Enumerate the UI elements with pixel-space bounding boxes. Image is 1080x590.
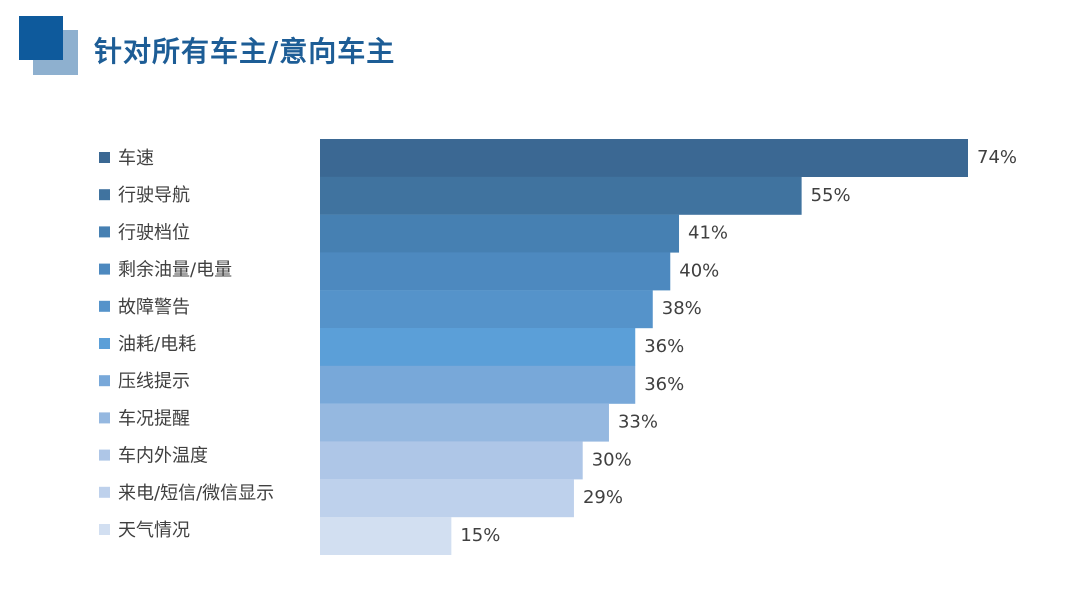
legend-label-4: 故障警告 bbox=[118, 297, 190, 318]
bar-10 bbox=[320, 517, 452, 555]
bar-value-label-7: 33% bbox=[618, 412, 658, 433]
legend-swatch-4 bbox=[99, 300, 110, 312]
legend-label-5: 油耗/电耗 bbox=[118, 334, 196, 355]
page-title: 针对所有车主/意向车主 bbox=[94, 35, 396, 68]
bar-value-label-4: 38% bbox=[662, 298, 702, 319]
legend-label-8: 车内外温度 bbox=[118, 446, 208, 467]
legend-label-10: 天气情况 bbox=[118, 520, 190, 541]
bar-value-label-6: 36% bbox=[644, 374, 684, 395]
bar-value-label-2: 41% bbox=[688, 223, 728, 244]
legend-swatch-1 bbox=[99, 189, 110, 201]
bar-1 bbox=[320, 176, 802, 215]
bar-2 bbox=[320, 214, 680, 253]
legend-swatch-9 bbox=[99, 486, 110, 498]
bar-value-label-5: 36% bbox=[644, 336, 684, 357]
bar-5 bbox=[320, 328, 636, 366]
legend-swatch-0 bbox=[99, 152, 110, 163]
legend-label-0: 车速 bbox=[118, 148, 154, 169]
legend-label-1: 行驶导航 bbox=[118, 185, 190, 206]
legend-label-7: 车况提醒 bbox=[118, 408, 190, 429]
bar-value-label-10: 15% bbox=[460, 525, 500, 546]
bar-4 bbox=[320, 290, 653, 329]
legend-swatch-8 bbox=[99, 449, 110, 461]
bar-value-label-9: 29% bbox=[583, 487, 623, 508]
bar-9 bbox=[320, 479, 574, 518]
bar-value-label-1: 55% bbox=[811, 185, 851, 206]
legend-swatch-3 bbox=[99, 263, 110, 275]
bar-8 bbox=[320, 441, 583, 480]
logo-square-front bbox=[19, 16, 63, 60]
bar-value-label-8: 30% bbox=[592, 449, 632, 470]
bar-3 bbox=[320, 252, 671, 291]
bar-0 bbox=[320, 139, 968, 177]
legend-swatch-7 bbox=[99, 412, 110, 424]
legend-label-3: 剩余油量/电量 bbox=[118, 260, 232, 281]
legend-label-9: 来电/短信/微信显示 bbox=[118, 483, 274, 504]
bar-value-label-3: 40% bbox=[679, 260, 719, 281]
legend-swatch-6 bbox=[99, 375, 110, 387]
bar-value-label-0: 74% bbox=[977, 147, 1017, 168]
bar-7 bbox=[320, 403, 609, 442]
legend-label-6: 压线提示 bbox=[118, 371, 190, 392]
legend-swatch-2 bbox=[99, 226, 110, 238]
legend-swatch-10 bbox=[99, 524, 110, 535]
legend-swatch-5 bbox=[99, 338, 110, 349]
legend-label-2: 行驶档位 bbox=[118, 222, 190, 243]
bar-6 bbox=[320, 365, 636, 404]
